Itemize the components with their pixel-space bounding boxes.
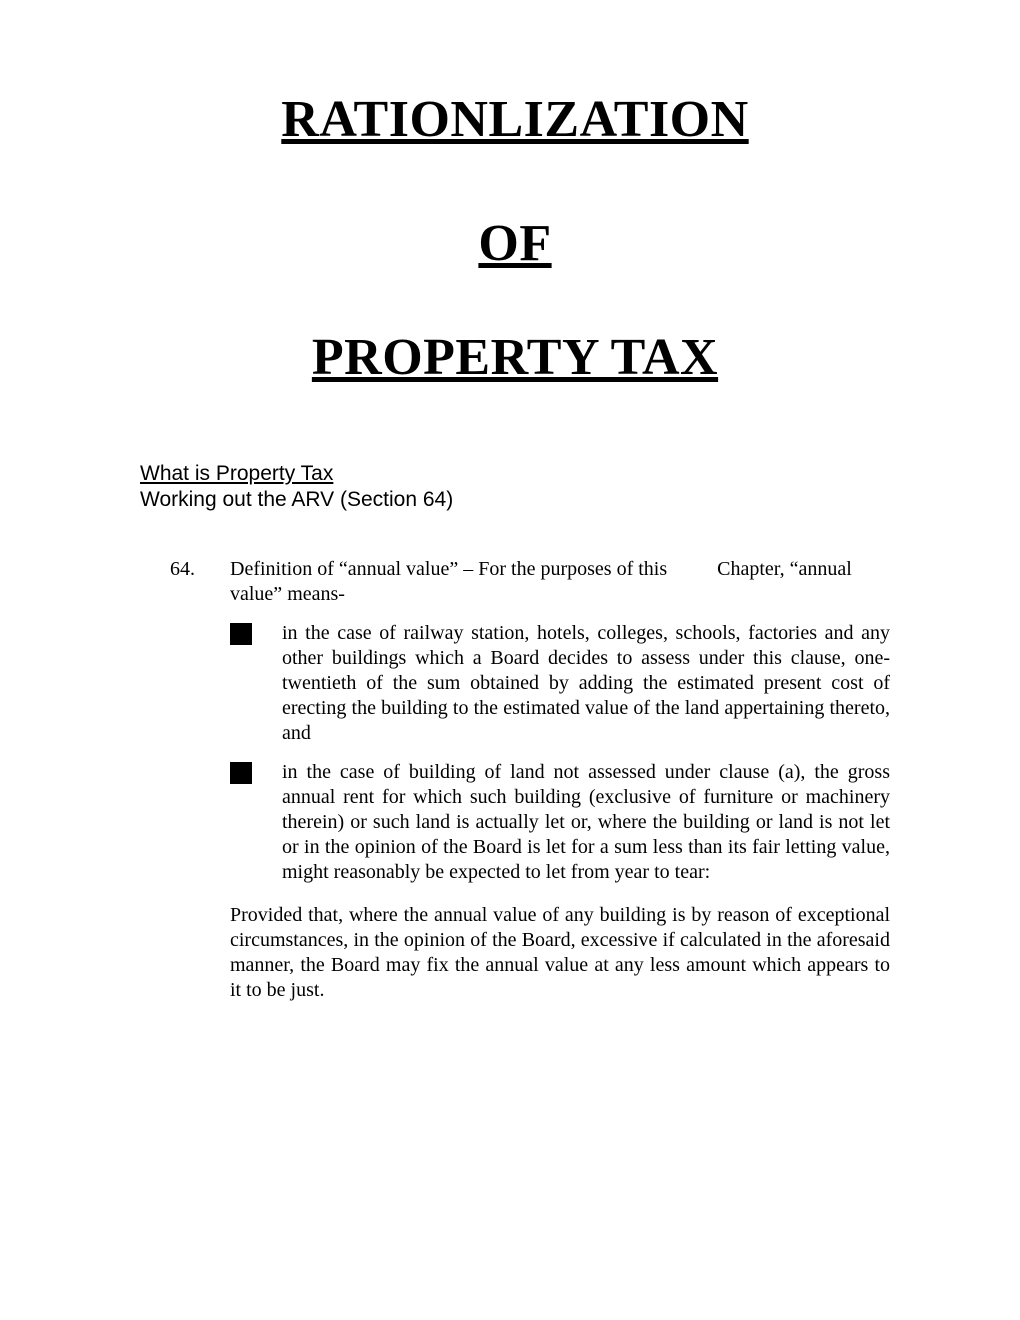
title-line-3: PROPERTY TAX [312,328,718,387]
body-block: 64. Definition of “annual value” – For t… [140,557,890,1003]
bullet-item: in the case of railway station, hotels, … [230,621,890,746]
document-page: RATIONLIZATION OF PROPERTY TAX What is P… [0,0,1020,1320]
bullet-item: in the case of building of land not asse… [230,760,890,885]
section-heading: What is Property Tax [140,462,890,486]
bullet-text: in the case of railway station, hotels, … [282,621,890,746]
definition-intro-part1: Definition of “annual value” – For the p… [230,558,667,580]
definition-intro: Definition of “annual value” – For the p… [230,557,890,607]
square-bullet-icon [230,762,252,784]
bullet-text: in the case of building of land not asse… [282,760,890,885]
title-line-1: RATIONLIZATION [281,90,748,149]
section-subheading: Working out the ARV (Section 64) [140,488,890,512]
proviso-text: Provided that, where the annual value of… [230,903,890,1003]
definition-number: 64. [170,557,230,607]
square-bullet-icon [230,623,252,645]
definition-row: 64. Definition of “annual value” – For t… [170,557,890,607]
title-block: RATIONLIZATION OF PROPERTY TAX [140,90,890,462]
title-line-2: OF [478,214,551,273]
